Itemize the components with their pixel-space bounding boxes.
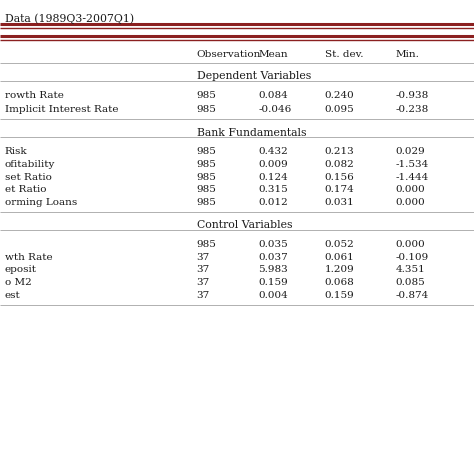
Text: 985: 985 [197,173,217,182]
Text: 0.068: 0.068 [325,278,355,287]
Text: 0.035: 0.035 [258,240,288,249]
Text: 37: 37 [197,291,210,300]
Text: 0.052: 0.052 [325,240,355,249]
Text: Implicit Interest Rate: Implicit Interest Rate [5,105,118,114]
Text: eposit: eposit [5,265,37,274]
Text: est: est [5,291,20,300]
Text: 5.983: 5.983 [258,265,288,274]
Text: Mean: Mean [258,50,288,59]
Text: rowth Rate: rowth Rate [5,91,64,100]
Text: 0.084: 0.084 [258,91,288,100]
Text: Dependent Variables: Dependent Variables [197,71,311,81]
Text: St. dev.: St. dev. [325,50,363,59]
Text: Data (1989Q3-2007Q1): Data (1989Q3-2007Q1) [5,13,134,24]
Text: orming Loans: orming Loans [5,198,77,207]
Text: 37: 37 [197,278,210,287]
Text: 0.029: 0.029 [396,147,426,156]
Text: 0.085: 0.085 [396,278,426,287]
Text: Control Variables: Control Variables [197,220,292,230]
Text: 1.209: 1.209 [325,265,355,274]
Text: et Ratio: et Ratio [5,185,46,194]
Text: 985: 985 [197,105,217,114]
Text: -0.238: -0.238 [396,105,429,114]
Text: 0.156: 0.156 [325,173,355,182]
Text: 985: 985 [197,198,217,207]
Text: 0.061: 0.061 [325,253,355,262]
Text: 0.000: 0.000 [396,240,426,249]
Text: 0.432: 0.432 [258,147,288,156]
Text: 0.031: 0.031 [325,198,355,207]
Text: 0.012: 0.012 [258,198,288,207]
Text: set Ratio: set Ratio [5,173,52,182]
Text: 0.037: 0.037 [258,253,288,262]
Text: 0.159: 0.159 [325,291,355,300]
Text: 4.351: 4.351 [396,265,426,274]
Text: 0.000: 0.000 [396,198,426,207]
Text: -1.444: -1.444 [396,173,429,182]
Text: 0.095: 0.095 [325,105,355,114]
Text: 0.000: 0.000 [396,185,426,194]
Text: 37: 37 [197,253,210,262]
Text: 985: 985 [197,91,217,100]
Text: Observation: Observation [197,50,261,59]
Text: 0.315: 0.315 [258,185,288,194]
Text: 0.174: 0.174 [325,185,355,194]
Text: 985: 985 [197,185,217,194]
Text: 0.082: 0.082 [325,160,355,169]
Text: 0.240: 0.240 [325,91,355,100]
Text: -1.534: -1.534 [396,160,429,169]
Text: Bank Fundamentals: Bank Fundamentals [197,128,306,138]
Text: 0.009: 0.009 [258,160,288,169]
Text: 0.004: 0.004 [258,291,288,300]
Text: 985: 985 [197,240,217,249]
Text: -0.938: -0.938 [396,91,429,100]
Text: -0.046: -0.046 [258,105,292,114]
Text: ofitability: ofitability [5,160,55,169]
Text: -0.109: -0.109 [396,253,429,262]
Text: -0.874: -0.874 [396,291,429,300]
Text: 0.124: 0.124 [258,173,288,182]
Text: 37: 37 [197,265,210,274]
Text: Min.: Min. [396,50,419,59]
Text: 0.213: 0.213 [325,147,355,156]
Text: 985: 985 [197,147,217,156]
Text: wth Rate: wth Rate [5,253,52,262]
Text: o M2: o M2 [5,278,31,287]
Text: Risk: Risk [5,147,27,156]
Text: 985: 985 [197,160,217,169]
Text: 0.159: 0.159 [258,278,288,287]
